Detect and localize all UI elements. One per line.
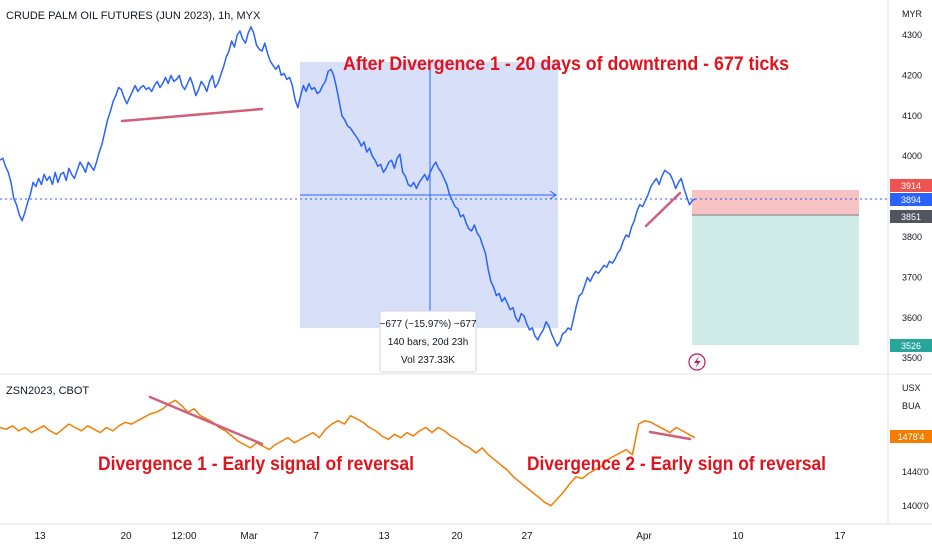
- upper-price-tick: 3700: [902, 272, 922, 282]
- upper-price-tick: 4200: [902, 70, 922, 80]
- time-tick: 10: [732, 531, 744, 542]
- time-tick: 20: [120, 531, 132, 542]
- measure-tooltip: −677 (−15.97%) −677 140 bars, 20d 23h Vo…: [379, 310, 477, 373]
- svg-text:3894: 3894: [901, 195, 921, 205]
- measure-change-text: −677 (−15.97%) −677: [379, 319, 476, 330]
- upper-price-tick: 4100: [902, 111, 922, 121]
- price-tag-entry: 3851: [890, 210, 932, 223]
- svg-text:3526: 3526: [901, 341, 921, 351]
- lower-unit-label: BUA: [902, 401, 921, 411]
- upper-currency-label: MYR: [902, 9, 923, 19]
- time-tick: Apr: [636, 531, 652, 542]
- time-tick: 27: [521, 531, 533, 542]
- divergence-1-upper-trendline: [120, 107, 264, 123]
- upper-price-tick: 3600: [902, 313, 922, 323]
- upper-price-tick: 4000: [902, 151, 922, 161]
- upper-price-axis: 4300 4200 4100 4000 3800 3700 3600 3500: [902, 30, 922, 363]
- divergence-2-upper-trendline: [644, 191, 682, 228]
- time-tick: 12:00: [171, 531, 196, 542]
- price-tag-target: 3526: [890, 339, 932, 352]
- measure-bars-text: 140 bars, 20d 23h: [388, 337, 469, 348]
- price-tag-last: 3894: [890, 193, 932, 206]
- series-line-zsn2023: [0, 399, 696, 507]
- series-line-crude-palm-oil: [0, 26, 696, 347]
- svg-text:3914: 3914: [901, 181, 921, 191]
- price-tag-lower-last: 1478'4: [890, 430, 932, 443]
- time-tick: 7: [313, 531, 319, 542]
- lower-price-tick: 1400'0: [902, 501, 929, 511]
- upper-price-tick: 3500: [902, 353, 922, 363]
- divergence-2-lower-trendline: [648, 430, 692, 441]
- svg-text:3851: 3851: [901, 212, 921, 222]
- svg-text:1478'4: 1478'4: [898, 432, 925, 442]
- lightning-icon[interactable]: [688, 353, 706, 371]
- divergence-2-label: Divergence 2 - Early sign of reversal: [527, 454, 826, 475]
- upper-price-tick: 4300: [902, 30, 922, 40]
- measure-volume-text: Vol 237.33K: [401, 355, 455, 366]
- stop-zone: [692, 190, 859, 215]
- time-axis: 13 20 12:00 Mar 7 13 20 27 Apr 10 17: [34, 531, 846, 542]
- time-tick: 20: [451, 531, 463, 542]
- lower-pane-title: ZSN2023, CBOT: [6, 385, 89, 397]
- after-divergence-heading: After Divergence 1 - 20 days of downtren…: [343, 54, 789, 75]
- time-tick: 13: [378, 531, 390, 542]
- time-tick: Mar: [240, 531, 258, 542]
- lower-price-tick: 1440'0: [902, 467, 929, 477]
- divergence-1-lower-trendline: [148, 395, 264, 446]
- divergence-1-label: Divergence 1 - Early signal of reversal: [98, 454, 414, 475]
- price-tag-stop: 3914: [890, 179, 932, 192]
- measure-arrow-head: [549, 190, 557, 200]
- lower-currency-label: USX: [902, 383, 921, 393]
- time-tick: 13: [34, 531, 46, 542]
- time-tick: 17: [834, 531, 846, 542]
- upper-price-tick: 3800: [902, 232, 922, 242]
- upper-pane-title: CRUDE PALM OIL FUTURES (JUN 2023), 1h, M…: [6, 10, 261, 22]
- target-zone: [692, 215, 859, 345]
